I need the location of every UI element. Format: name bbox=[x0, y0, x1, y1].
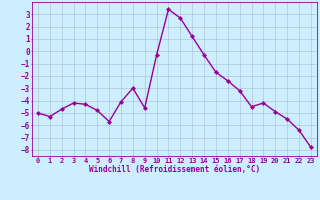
X-axis label: Windchill (Refroidissement éolien,°C): Windchill (Refroidissement éolien,°C) bbox=[89, 165, 260, 174]
